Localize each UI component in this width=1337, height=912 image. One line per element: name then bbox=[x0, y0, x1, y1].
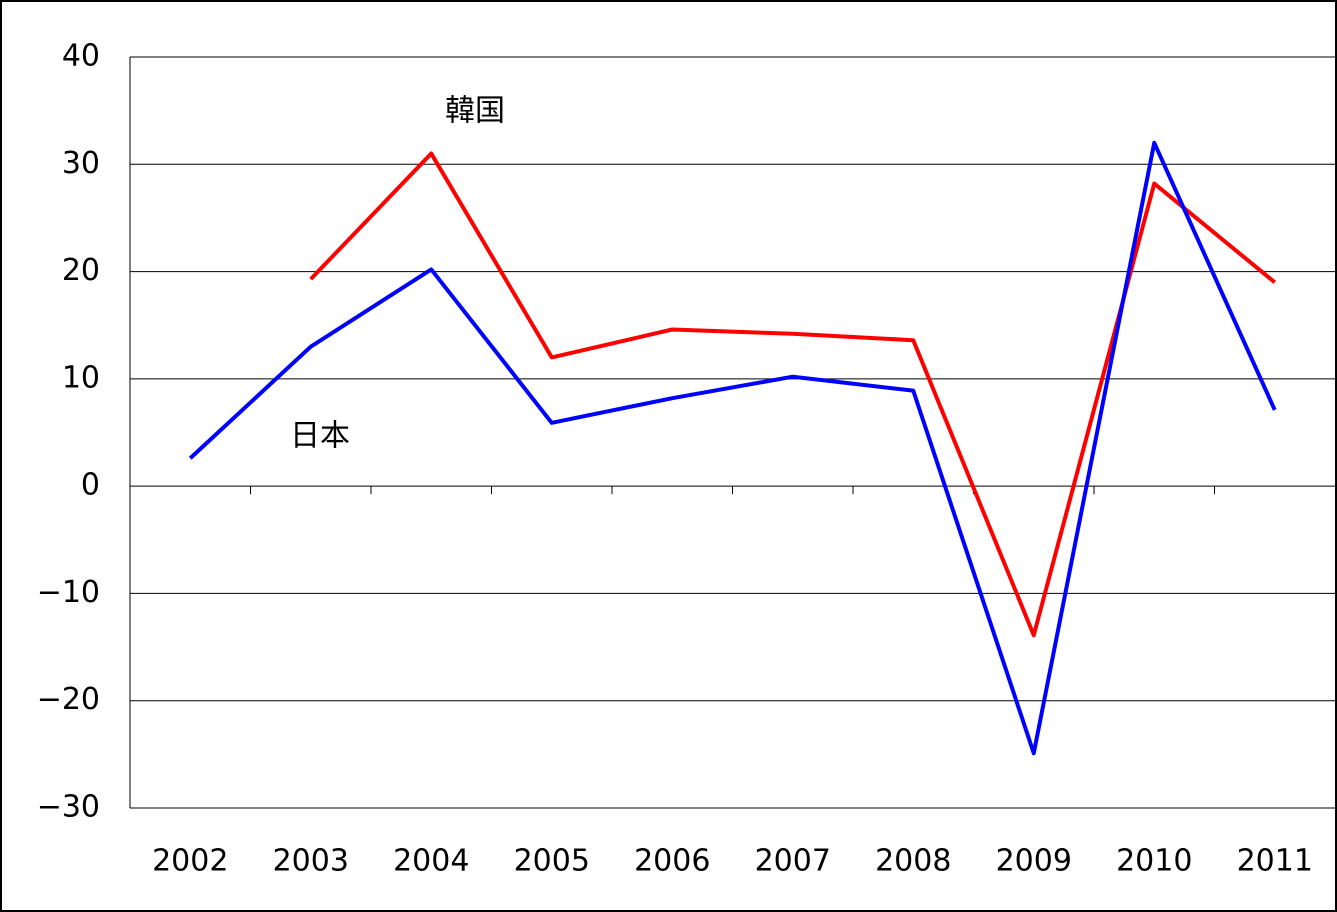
y-tick-label: 10 bbox=[62, 360, 100, 395]
x-tick-label: 2002 bbox=[152, 844, 228, 879]
x-tick-label: 2003 bbox=[273, 844, 349, 879]
y-tick-label: 40 bbox=[62, 39, 100, 74]
x-tick-label: 2009 bbox=[996, 844, 1072, 879]
x-tick-label: 2005 bbox=[514, 844, 590, 879]
y-tick-label: 30 bbox=[62, 146, 100, 181]
y-tick-label: 20 bbox=[62, 253, 100, 288]
series-label: 韓国 bbox=[445, 94, 505, 129]
y-tick-label: −20 bbox=[37, 682, 100, 717]
series-line bbox=[188, 140, 1277, 756]
x-tick-label: 2008 bbox=[875, 844, 951, 879]
x-tick-label: 2011 bbox=[1237, 844, 1313, 879]
y-tick-label: −30 bbox=[37, 790, 100, 825]
series-label: 日本 bbox=[290, 419, 350, 454]
y-tick-label: 0 bbox=[81, 468, 100, 503]
x-tick-label: 2004 bbox=[393, 844, 469, 879]
x-tick-label: 2010 bbox=[1116, 844, 1192, 879]
x-tick-label: 2006 bbox=[634, 844, 710, 879]
y-tick-label: −10 bbox=[37, 575, 100, 610]
x-tick-label: 2007 bbox=[755, 844, 831, 879]
series-line bbox=[309, 151, 1277, 638]
